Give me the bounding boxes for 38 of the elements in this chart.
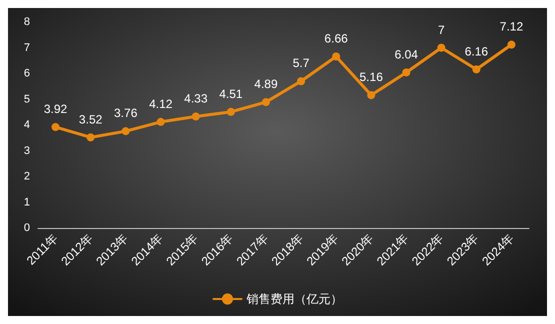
data-label: 3.92: [44, 102, 68, 116]
point: [437, 44, 446, 52]
data-label: 7.12: [500, 20, 524, 34]
data-label: 7: [438, 22, 445, 37]
point: [332, 52, 340, 61]
data-label: 4.89: [254, 77, 278, 92]
point: [367, 91, 376, 100]
y-tick-label: 8: [24, 16, 30, 28]
data-label: 4.51: [219, 86, 243, 101]
y-tick-label: 6: [24, 68, 30, 80]
point: [156, 118, 165, 126]
data-label: 4.12: [149, 96, 173, 111]
y-tick-label: 4: [24, 119, 30, 131]
data-label: 6.16: [464, 44, 488, 58]
point: [86, 133, 95, 142]
point: [507, 40, 516, 49]
y-tick-label: 3: [24, 144, 30, 157]
point: [472, 65, 480, 74]
data-label: 6.66: [324, 32, 348, 46]
point: [262, 98, 270, 106]
data-label: 5.16: [360, 70, 384, 84]
y-tick-label: 0: [24, 222, 30, 234]
data-label: 4.33: [184, 92, 208, 106]
y-tick-label: 2: [24, 170, 30, 182]
point: [226, 108, 235, 116]
data-label: 5.7: [292, 56, 310, 70]
point: [122, 127, 130, 136]
legend-label: 销售费用（亿元）: [246, 292, 342, 306]
point: [297, 77, 306, 86]
point: [52, 123, 60, 132]
point: [192, 112, 200, 120]
data-label: 3.76: [114, 106, 138, 120]
data-label: 3.52: [78, 112, 103, 126]
y-tick-label: 7: [24, 42, 30, 54]
y-tick-label: 1: [24, 196, 30, 208]
data-label: 6.04: [394, 47, 418, 62]
y-tick-label: 5: [24, 93, 30, 106]
point: [402, 68, 410, 76]
